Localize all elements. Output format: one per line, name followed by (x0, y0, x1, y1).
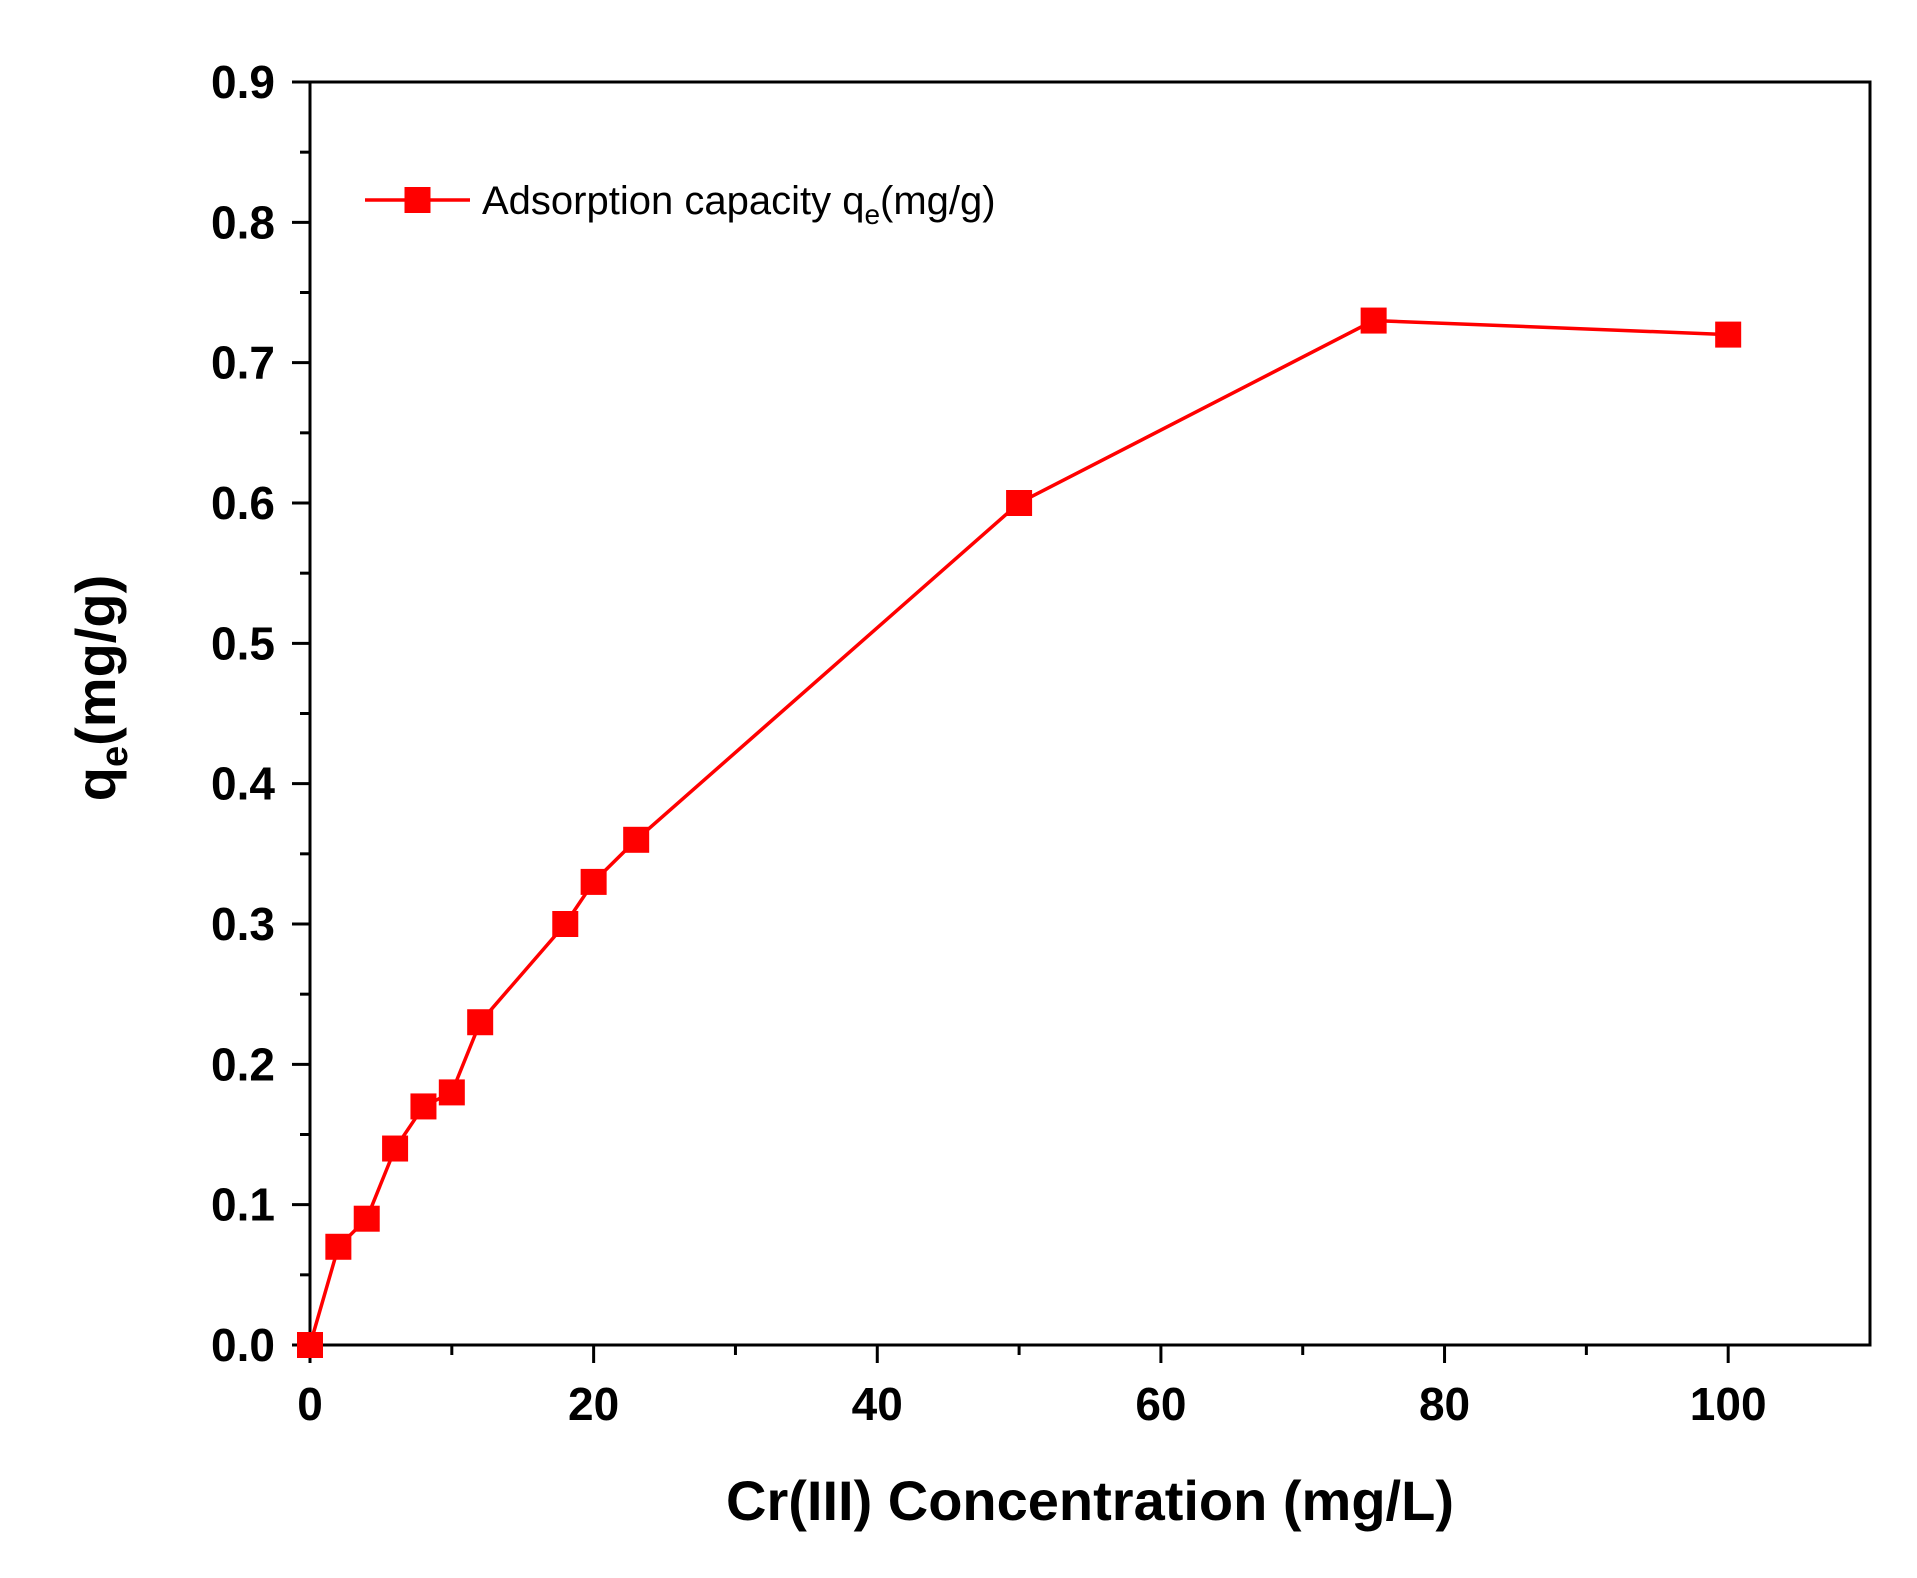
data-point (1715, 321, 1742, 348)
y-axis-title-main: q (64, 767, 127, 801)
legend-label-main: Adsorption capacity q (482, 179, 864, 223)
data-point (325, 1233, 352, 1260)
x-tick-label: 100 (1690, 1378, 1767, 1430)
x-tick-label: 60 (1135, 1378, 1186, 1430)
data-point (382, 1135, 409, 1162)
y-axis-title-rest: (mg/g) (64, 575, 127, 746)
y-tick-label: 0.4 (211, 758, 275, 810)
y-tick-label: 0.1 (211, 1179, 275, 1231)
y-tick-label: 0.7 (211, 337, 275, 389)
legend-marker (404, 187, 431, 213)
y-tick-label: 0.6 (211, 477, 275, 529)
y-axis-title: qe(mg/g) (64, 575, 136, 801)
legend-label-rest: (mg/g) (880, 179, 996, 223)
y-tick-label: 0.5 (211, 617, 275, 669)
x-tick-label: 80 (1419, 1378, 1470, 1430)
legend-label: Adsorption capacity qe(mg/g) (482, 179, 996, 230)
y-axis-title-sub: e (94, 746, 136, 767)
y-tick-label: 0.3 (211, 898, 275, 950)
data-point (580, 868, 607, 895)
y-tick-label: 0.2 (211, 1038, 275, 1090)
axes: 0 20 40 60 80 100 0.0 0.1 0.2 0.3 0.4 0.5 0.6 0.7 0.8 0… (211, 56, 1872, 1430)
series-layer (297, 307, 1742, 1358)
data-point (623, 826, 650, 853)
data-point (552, 911, 579, 937)
x-axis-title: Cr(III) Concentration (mg/L) (726, 1469, 1454, 1532)
legend-label-sub: e (864, 199, 880, 230)
data-point (353, 1205, 380, 1232)
x-tick-label: 0 (297, 1378, 323, 1430)
data-point (410, 1093, 437, 1120)
y-tick-label: 0.0 (211, 1319, 275, 1371)
data-point (438, 1079, 465, 1106)
data-point (297, 1332, 323, 1358)
data-point (1006, 490, 1033, 516)
data-point (1360, 307, 1387, 334)
legend: Adsorption capacity qe(mg/g) (365, 179, 996, 230)
y-tick-label: 0.9 (211, 56, 275, 108)
x-tick-label: 20 (568, 1378, 619, 1430)
y-tick-label: 0.8 (211, 196, 275, 248)
data-point (467, 1009, 494, 1036)
x-tick-label: 40 (852, 1378, 903, 1430)
